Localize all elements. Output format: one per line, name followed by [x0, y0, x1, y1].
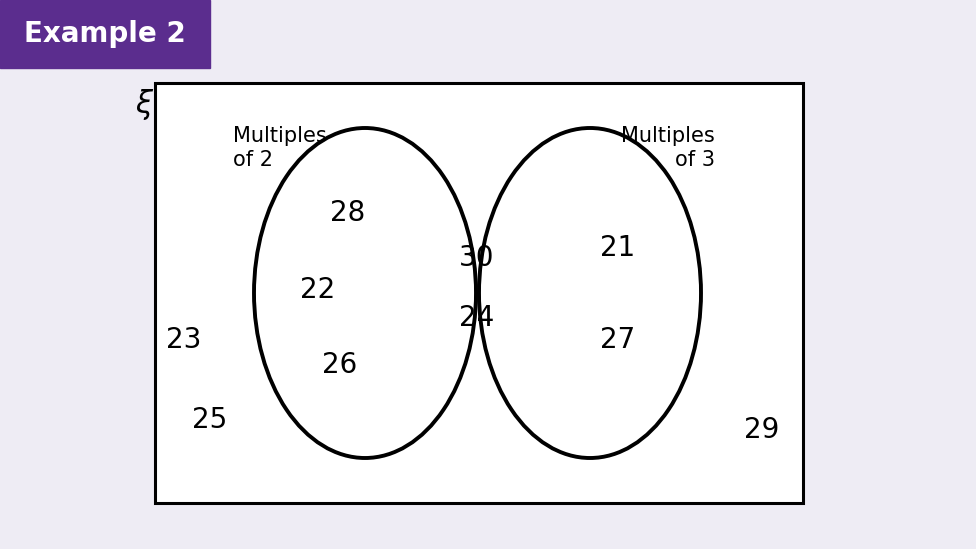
Text: 24: 24: [460, 304, 495, 332]
Text: 29: 29: [745, 416, 780, 444]
Text: 21: 21: [600, 234, 635, 262]
Text: 22: 22: [301, 276, 336, 304]
Text: Multiples
of 3: Multiples of 3: [621, 126, 714, 170]
Text: 23: 23: [166, 326, 202, 354]
Text: 27: 27: [600, 326, 635, 354]
FancyBboxPatch shape: [0, 0, 210, 68]
Text: 25: 25: [192, 406, 227, 434]
Text: 26: 26: [322, 351, 357, 379]
Text: 30: 30: [460, 244, 495, 272]
Text: ξ: ξ: [136, 89, 152, 120]
FancyBboxPatch shape: [155, 83, 803, 503]
Text: Example 2: Example 2: [24, 20, 185, 48]
Text: 28: 28: [330, 199, 366, 227]
Text: Multiples
of 2: Multiples of 2: [233, 126, 327, 170]
